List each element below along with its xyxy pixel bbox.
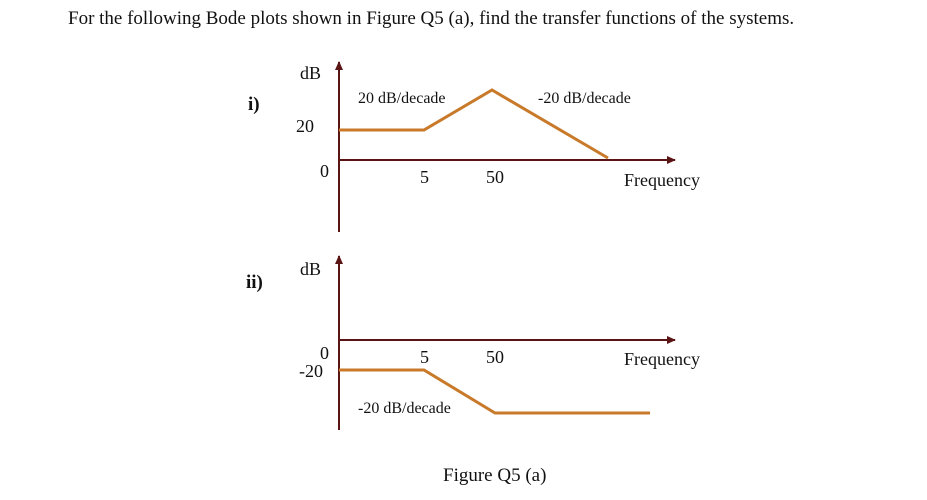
plot-1-slope-label-fall: -20 dB/decade [538, 90, 631, 107]
plot-2-x-tick-5: 5 [420, 347, 429, 367]
bode-plot-1: i) dB Frequency 20 0 5 50 20 dB/decade -… [248, 61, 700, 232]
question-text: For the following Bode plots shown in Fi… [68, 8, 794, 29]
plot-1-magnitude-curve [339, 88, 609, 160]
plot-2-x-tick-50: 50 [486, 347, 504, 367]
plot-1-y-tick-0: 0 [320, 161, 329, 181]
plot-1-x-tick-5: 5 [420, 167, 429, 187]
plot-1-label: i) [248, 94, 260, 115]
plot-2-y-tick-minus-20: -20 [299, 361, 323, 381]
plot-2-x-axis-label: Frequency [624, 349, 700, 369]
plot-1-y-tick-20: 20 [296, 116, 314, 136]
plot-2-y-axis-label: dB [300, 259, 321, 279]
plot-2-slope-label-fall: -20 dB/decade [358, 400, 451, 417]
plot-1-slope-label-rise: 20 dB/decade [358, 90, 446, 107]
plot-1-y-axis-label: dB [300, 63, 321, 83]
plot-2-magnitude-curve [339, 368, 650, 415]
plot-1-x-tick-50: 50 [486, 167, 504, 187]
figure-caption: Figure Q5 (a) [443, 465, 546, 486]
plot-1-x-axis-label: Frequency [624, 170, 700, 190]
bode-plot-2: ii) dB Frequency 0 -20 5 50 -20 dB/decad… [246, 255, 700, 430]
plot-2-y-tick-0: 0 [320, 343, 329, 363]
plot-2-label: ii) [246, 272, 263, 293]
